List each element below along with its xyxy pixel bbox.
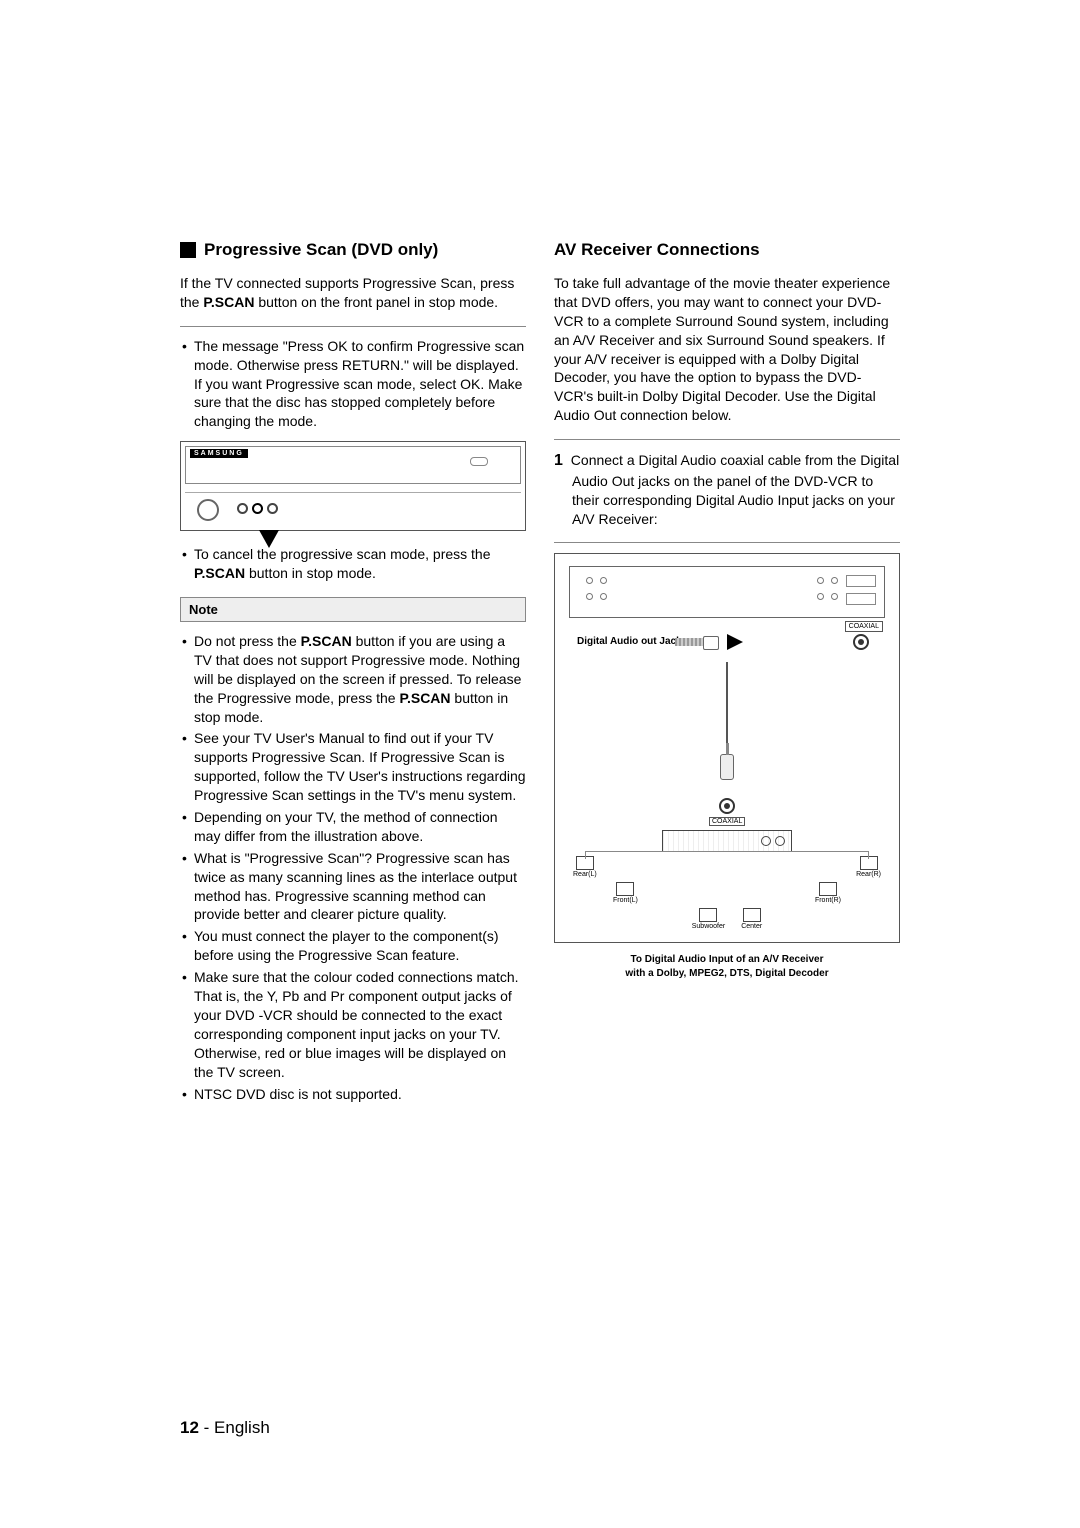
page-number: 12 (180, 1418, 199, 1437)
note-heading: Note (180, 597, 526, 622)
speaker-wire-icon (585, 851, 586, 859)
speaker-rear-right: Rear(R) (856, 856, 881, 878)
n1-b1: P.SCAN (301, 633, 352, 649)
speaker-subwoofer: Subwoofer (692, 908, 725, 930)
panel-button-icon (237, 503, 248, 514)
divider (554, 542, 900, 543)
n1-pre: Do not press the (194, 633, 301, 649)
caption-line-2: with a Dolby, MPEG2, DTS, Digital Decode… (625, 968, 828, 979)
coaxial-label-top: COAXIAL (845, 621, 883, 632)
note-item: You must connect the player to the compo… (180, 927, 526, 965)
bullet-cancel: To cancel the progressive scan mode, pre… (180, 545, 526, 583)
n1-b2: P.SCAN (399, 690, 450, 706)
step-1: 1 Connect a Digital Audio coaxial cable … (554, 450, 900, 528)
speaker-wire-icon (868, 851, 869, 859)
note-item: What is "Progressive Scan"? Progressive … (180, 849, 526, 925)
panel-button-icon (267, 503, 278, 514)
port-icon (817, 593, 824, 600)
vcr-brand-label: SAMSUNG (190, 449, 248, 458)
connection-diagram: COAXIAL Digital Audio out Jack COAXIAL R… (554, 553, 900, 943)
note-item: Depending on your TV, the method of conn… (180, 808, 526, 846)
arrow-right-icon (727, 634, 743, 650)
heading-progressive-scan: Progressive Scan (DVD only) (180, 240, 526, 260)
speaker-front-right: Front(R) (815, 882, 841, 904)
step-number: 1 (554, 452, 563, 469)
divider (180, 326, 526, 327)
diagram-caption: To Digital Audio Input of an A/V Receive… (554, 953, 900, 981)
amp-knob-icon (775, 836, 785, 846)
scart-port-icon (846, 575, 876, 587)
footer-language: English (214, 1418, 270, 1437)
receiver-unit: COAXIAL (662, 798, 792, 852)
port-icon (586, 593, 593, 600)
av-intro: To take full advantage of the movie thea… (554, 274, 900, 425)
port-icon (600, 593, 607, 600)
speaker-label: Rear(L) (573, 871, 597, 878)
amp-knob-icon (761, 836, 771, 846)
speaker-center: Center (741, 908, 762, 930)
speaker-icon (743, 908, 761, 922)
note-item: Make sure that the colour coded connecti… (180, 968, 526, 1081)
note-item: NTSC DVD disc is not supported. (180, 1085, 526, 1104)
bullet2-bold: P.SCAN (194, 565, 245, 581)
speaker-label: Rear(R) (856, 871, 881, 878)
port-icon (586, 577, 593, 584)
heading-marker (180, 242, 196, 258)
vcr-front-panel-diagram: SAMSUNG (180, 441, 526, 531)
speaker-rear-left: Rear(L) (573, 856, 597, 878)
scart-port-icon (846, 593, 876, 605)
heading-av-receiver: AV Receiver Connections (554, 240, 900, 260)
dvd-rear-panel-icon (569, 566, 885, 618)
speaker-label: Front(R) (815, 897, 841, 904)
port-icon (831, 577, 838, 584)
note-item: Do not press the P.SCAN button if you ar… (180, 632, 526, 726)
bullet2-post: button in stop mode. (245, 565, 376, 581)
speaker-front-left: Front(L) (613, 882, 638, 904)
intro-paragraph: If the TV connected supports Progressive… (180, 274, 526, 312)
coaxial-label-receiver: COAXIAL (709, 817, 745, 826)
speaker-label: Center (741, 923, 762, 930)
intro-bold: P.SCAN (203, 294, 254, 310)
digital-audio-out-label: Digital Audio out Jack (577, 636, 682, 647)
bullet-confirm: The message "Press OK to confirm Progres… (180, 337, 526, 431)
pscan-button-icon (252, 503, 263, 514)
note-item: See your TV User's Manual to find out if… (180, 729, 526, 805)
port-icon (831, 593, 838, 600)
jog-dial-icon (197, 499, 219, 521)
port-icon (600, 577, 607, 584)
speaker-label: Subwoofer (692, 923, 725, 930)
speaker-icon (616, 882, 634, 896)
port-icon (817, 577, 824, 584)
cable-plug-icon (675, 636, 721, 648)
divider (554, 439, 900, 440)
speaker-wire-icon (585, 851, 869, 852)
speaker-icon (819, 882, 837, 896)
footer-sep: - (199, 1418, 214, 1437)
speaker-icon (699, 908, 717, 922)
standby-button-icon (470, 457, 488, 466)
coaxial-port-icon (853, 634, 869, 650)
intro-post: button on the front panel in stop mode. (254, 294, 498, 310)
caption-line-1: To Digital Audio Input of an A/V Receive… (631, 954, 824, 965)
bullet2-pre: To cancel the progressive scan mode, pre… (194, 546, 491, 562)
page-footer: 12 - English (180, 1418, 270, 1438)
step-1-text: Connect a Digital Audio coaxial cable fr… (567, 452, 899, 526)
cable-connector-icon (720, 754, 734, 780)
cable-line-icon (726, 662, 728, 754)
heading-text: Progressive Scan (DVD only) (204, 240, 438, 260)
amplifier-icon (662, 830, 792, 852)
receiver-coax-port-icon (719, 798, 735, 814)
speaker-label: Front(L) (613, 897, 638, 904)
